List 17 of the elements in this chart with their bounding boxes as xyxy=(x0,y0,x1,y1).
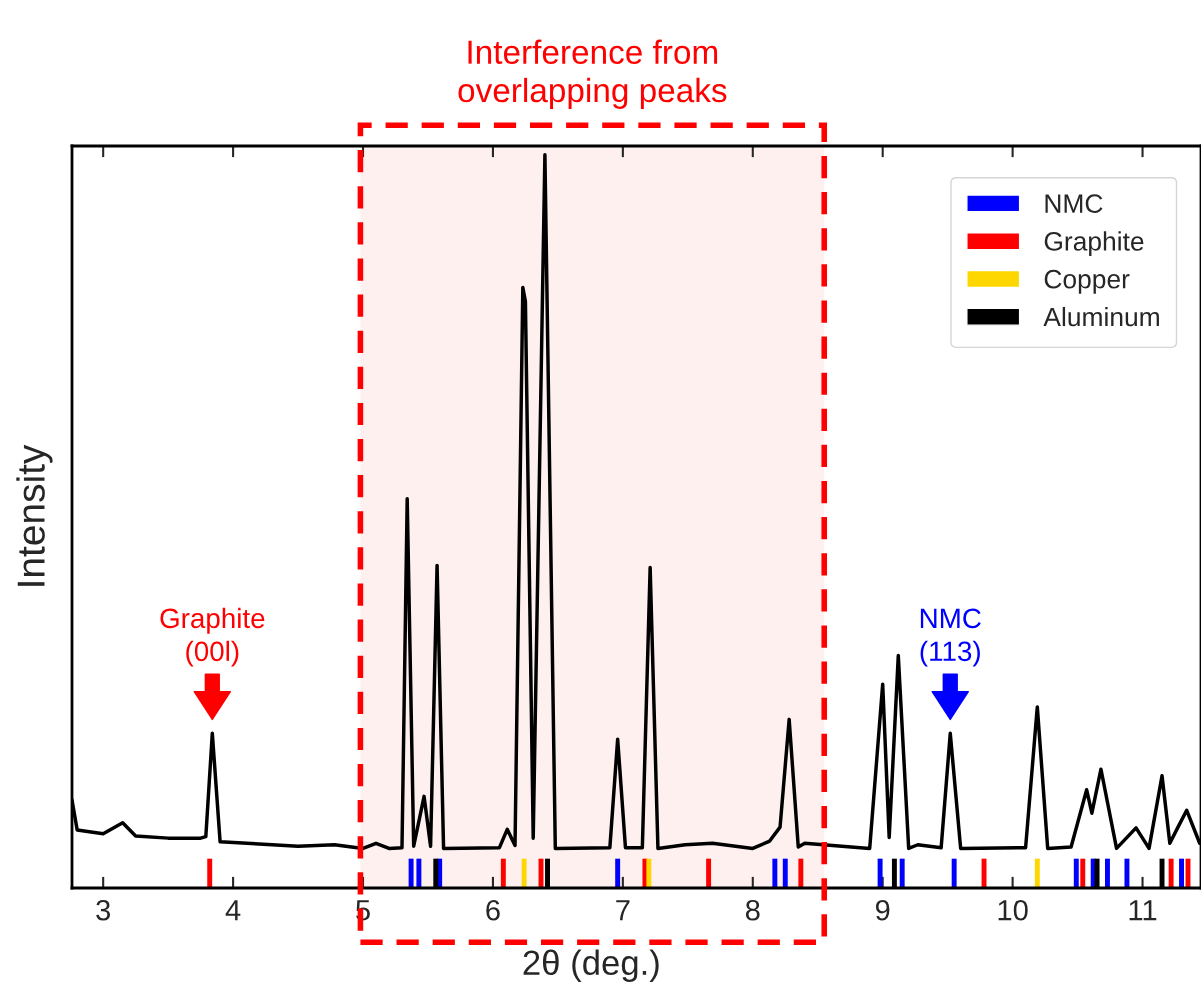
x-tick-label: 4 xyxy=(225,900,241,921)
annotation: NMC (113) xyxy=(920,608,981,667)
legend-label: Copper xyxy=(1044,269,1130,294)
annotation: Graphite (00l) xyxy=(160,607,265,667)
x-tick-label: 11 xyxy=(1129,900,1157,921)
legend-label: NMC xyxy=(1045,194,1103,213)
x-tick-label: 7 xyxy=(616,900,630,921)
x-tick-label: 8 xyxy=(745,899,760,921)
x-tick-label: 9 xyxy=(875,899,890,921)
y-axis-title: Intensity xyxy=(16,444,53,586)
x-tick-label: 10 xyxy=(998,899,1028,921)
band-label: Interference from overlapping peaks xyxy=(458,39,727,109)
x-tick-label: 3 xyxy=(96,899,111,921)
legend-label: Graphite xyxy=(1044,231,1144,256)
legend-label: Aluminum xyxy=(1043,306,1159,327)
x-axis-title: 2θ (deg.) xyxy=(523,949,659,982)
x-tick-label: 6 xyxy=(486,899,500,921)
